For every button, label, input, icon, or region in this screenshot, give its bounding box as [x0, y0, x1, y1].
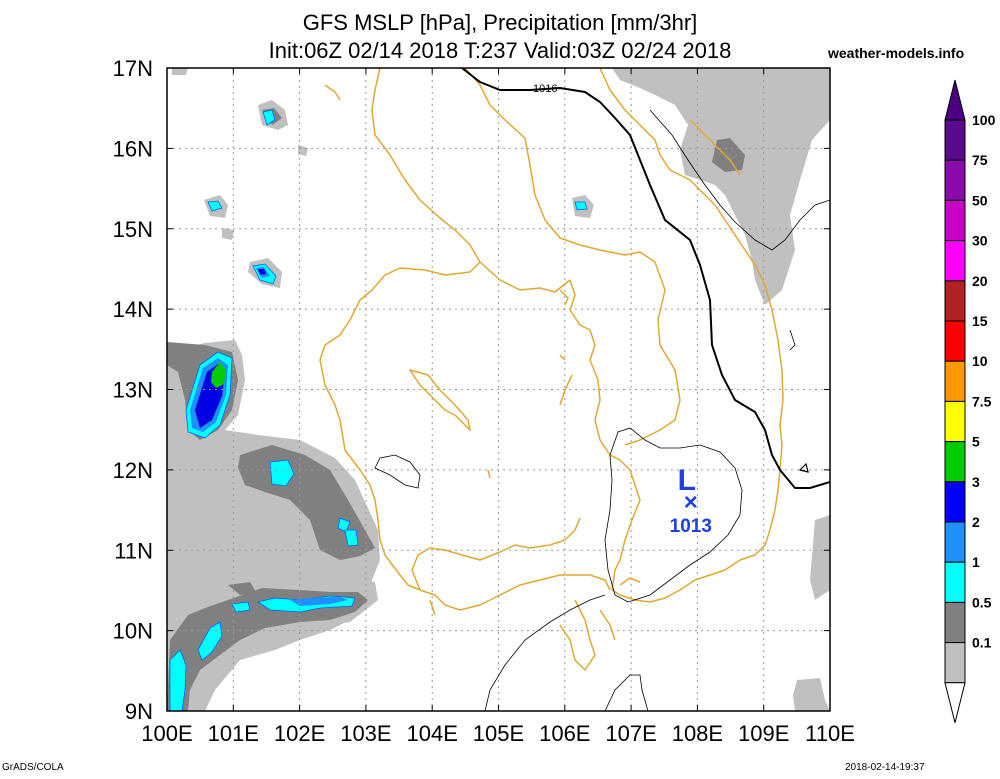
lat-label: 13N — [113, 378, 153, 403]
lon-label: 105E — [473, 721, 524, 746]
colorbar-label: 1 — [972, 554, 980, 570]
lon-label: 102E — [274, 721, 325, 746]
footer-timestamp: 2018-02-14-19:37 — [845, 762, 925, 773]
colorbar-label: 75 — [972, 152, 988, 168]
lat-label: 11N — [114, 538, 153, 563]
lon-label: 100E — [141, 721, 192, 746]
colorbar-swatch — [944, 642, 966, 684]
colorbar-swatch — [944, 561, 966, 603]
colorbar-swatch — [944, 400, 966, 443]
low-marker-icon: × — [684, 489, 698, 516]
lat-label: 9N — [125, 699, 153, 724]
colorbar-label: 5 — [972, 434, 980, 450]
colorbar-swatch — [944, 601, 966, 644]
colorbar-bottom-arrow — [944, 682, 966, 723]
colorbar-swatch — [944, 199, 966, 242]
colorbar-swatch — [944, 159, 966, 201]
colorbar-label: 50 — [972, 192, 988, 208]
precip-5 — [211, 362, 226, 388]
colorbar-label: 10 — [972, 353, 988, 369]
colorbar-swatch — [944, 360, 966, 402]
colorbar-label: 3 — [972, 474, 980, 490]
colorbar-label: 0.1 — [972, 635, 992, 651]
lon-label: 104E — [407, 721, 458, 746]
lat-label: 16N — [113, 136, 153, 161]
colorbar-swatch — [944, 441, 966, 483]
colorbar-swatch — [944, 320, 966, 362]
chart-title: GFS MSLP [hPa], Precipitation [mm/3hr] — [302, 10, 698, 35]
lon-label: 110E — [805, 721, 855, 746]
low-pressure-center: L × 1013 — [670, 464, 712, 537]
colorbar-label: 0.5 — [972, 594, 992, 610]
axis-ticks — [166, 67, 831, 712]
colorbar-label: 30 — [972, 233, 988, 249]
colorbar-label: 7.5 — [972, 393, 992, 409]
lat-label: 14N — [113, 297, 153, 322]
colorbar: 100 75 50 30 20 15 10 7.5 5 3 2 1 0.5 0.1 — [944, 79, 996, 723]
colorbar-label: 2 — [972, 514, 980, 530]
colorbar-label: 100 — [972, 112, 996, 128]
lat-label: 17N — [113, 56, 153, 81]
footer-software: GrADS/COLA — [2, 762, 64, 773]
precip-layer — [167, 68, 830, 711]
colorbar-swatch — [944, 481, 966, 523]
lon-label: 108E — [672, 721, 723, 746]
lat-label: 10N — [113, 619, 153, 644]
lon-label: 109E — [738, 721, 789, 746]
longitude-labels: 100E 101E 102E 103E 104E 105E 106E 107E 108E 109E… — [141, 721, 855, 746]
colorbar-label: 20 — [972, 273, 988, 289]
colorbar-swatch — [944, 240, 966, 282]
chart-subtitle: Init:06Z 02/14 2018 T:237 Valid:03Z 02/2… — [268, 38, 732, 63]
lat-label: 12N — [113, 458, 153, 483]
low-symbol: L — [678, 464, 696, 497]
lat-label: 15N — [113, 217, 153, 242]
colorbar-swatch — [944, 119, 966, 161]
colorbar-swatch — [944, 280, 966, 322]
isobars — [374, 68, 830, 711]
latitude-labels: 17N 16N 15N 14N 13N 12N 11N 10N 9N — [113, 56, 153, 724]
lon-label: 103E — [340, 721, 391, 746]
country-borders — [319, 68, 784, 671]
lon-label: 101E — [208, 721, 259, 746]
graticule — [167, 68, 830, 711]
lon-label: 106E — [539, 721, 590, 746]
colorbar-swatch — [944, 521, 966, 563]
colorbar-top-arrow — [944, 79, 966, 121]
lon-label: 107E — [605, 721, 656, 746]
low-value: 1013 — [670, 516, 712, 537]
site-watermark: weather-models.info — [828, 45, 965, 61]
colorbar-label: 15 — [972, 313, 988, 329]
isobar-label: 1016 — [533, 83, 557, 95]
